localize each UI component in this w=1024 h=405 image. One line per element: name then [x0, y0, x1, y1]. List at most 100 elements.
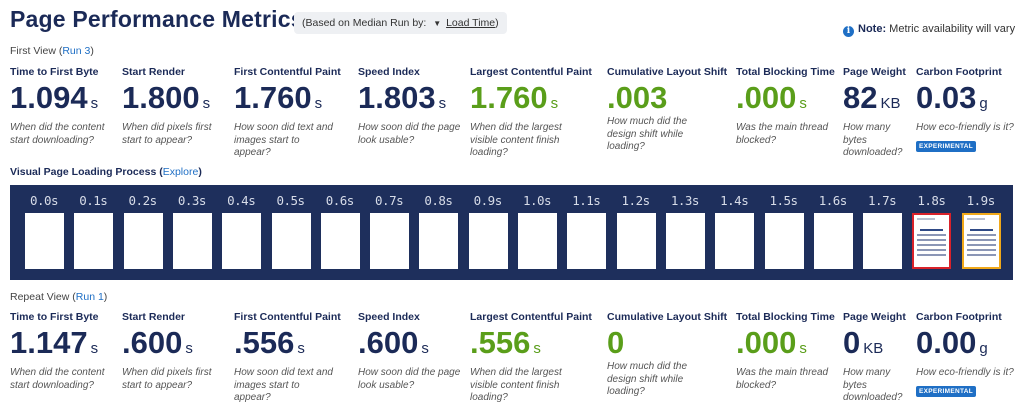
- metric-label: Largest Contentful Paint: [470, 311, 592, 323]
- experimental-badge: EXPERIMENTAL: [916, 385, 977, 397]
- frame-time: 0.4s: [227, 193, 256, 208]
- frame-time: 1.5s: [769, 193, 798, 208]
- filmstrip-frame[interactable]: [370, 213, 410, 269]
- visual-loading-label: Visual Page Loading Process (Explore): [10, 166, 202, 178]
- repeat-view-label: Repeat View (Run 1): [10, 291, 107, 303]
- metric-unit: KB: [880, 95, 901, 112]
- metric-value: 1.094 s: [10, 82, 114, 119]
- metric-time-to-first-byte: Time to First Byte 1.094 s When did the con…: [10, 66, 114, 147]
- metric-description: How many bytes downloaded?: [843, 122, 903, 158]
- metric-number: .600: [122, 325, 183, 360]
- metric-number: .600: [358, 325, 419, 360]
- filmstrip-frame[interactable]: [863, 213, 903, 269]
- metric-largest-contentful-paint: Largest Contentful Paint 1.760 s When did t…: [470, 66, 592, 160]
- frame-time: 1.4s: [720, 193, 749, 208]
- note-label: Note:: [858, 23, 887, 35]
- median-suffix: ): [495, 17, 499, 29]
- metric-value: 0 KB: [843, 327, 906, 364]
- median-prefix: (Based on Median Run by:: [302, 17, 427, 29]
- frame-time: 1.0s: [522, 193, 552, 208]
- filmstrip-frame[interactable]: [715, 213, 755, 269]
- filmstrip-frame[interactable]: [123, 213, 163, 269]
- metric-description: How much did the design shift while load…: [607, 361, 688, 397]
- metric-number: 82: [843, 80, 878, 115]
- metric-value: .000 s: [736, 82, 840, 119]
- metric-description: When did the largest visible content fin…: [470, 122, 562, 158]
- filmstrip-frame[interactable]: [172, 213, 212, 269]
- note-text: Metric availability will vary: [889, 23, 1016, 35]
- metric-unit: s: [90, 340, 99, 357]
- filmstrip-frame[interactable]: [25, 213, 64, 269]
- frame-thumb-line: [917, 239, 947, 241]
- metric-unit: s: [421, 340, 429, 357]
- frame-time: 0.6s: [325, 193, 355, 208]
- filmstrip-frame[interactable]: [813, 213, 853, 269]
- frame-time: 1.6s: [818, 193, 848, 208]
- metric-number: 1.803: [358, 80, 436, 115]
- frame-thumb-line: [966, 249, 996, 251]
- metric-first-contentful-paint: First Contentful Paint 1.760 s How soon did…: [234, 66, 341, 160]
- metric-total-blocking-time: Total Blocking Time .000 s Was the main thr…: [736, 66, 840, 147]
- metric-label: Carbon Footprint: [916, 66, 1002, 78]
- metric-number: .000: [736, 80, 797, 115]
- frame-thumb-line: [917, 244, 947, 246]
- metric-number: .003: [607, 80, 668, 115]
- metric-carbon-footprint: Carbon Footprint 0.00 g How eco-friendly is…: [916, 311, 1016, 398]
- metric-number: 0: [843, 325, 861, 360]
- metric-description: How many bytes downloaded?: [843, 367, 903, 403]
- metric-label: First Contentful Paint: [234, 311, 341, 323]
- filmstrip-frame[interactable]: [616, 213, 656, 269]
- metric-unit: s: [90, 95, 99, 112]
- metric-time-to-first-byte: Time to First Byte 1.147 s When did the con…: [10, 311, 114, 392]
- filmstrip-frame[interactable]: [665, 213, 705, 269]
- metric-value: 1.760 s: [234, 82, 341, 119]
- metric-value: 1.803 s: [358, 82, 462, 119]
- metric-label: Time to First Byte: [10, 66, 99, 78]
- metric-number: 1.760: [470, 80, 548, 115]
- frame-thumb-line: [966, 239, 996, 241]
- metric-number: 0: [607, 325, 625, 360]
- filmstrip-frame[interactable]: [320, 213, 360, 269]
- metric-label: Total Blocking Time: [736, 311, 835, 323]
- metric-number: 1.760: [234, 80, 312, 115]
- metric-unit: s: [550, 95, 559, 112]
- filmstrip-frame[interactable]: [518, 213, 557, 269]
- frame-thumb-line: [966, 244, 996, 246]
- filmstrip-frame[interactable]: [468, 213, 508, 269]
- metric-label: Page Weight: [843, 311, 906, 323]
- filmstrip-frame[interactable]: [419, 213, 459, 269]
- metric-unit: KB: [863, 340, 884, 357]
- frame-time: 0.3s: [177, 193, 207, 208]
- metric-label: First Contentful Paint: [234, 66, 341, 78]
- metric-number: 0.03: [916, 80, 977, 115]
- frame-thumb-line: [917, 234, 947, 236]
- frame-thumb-line: [917, 249, 947, 251]
- first-view-close: ): [90, 45, 94, 57]
- frame-time: 1.8s: [917, 193, 946, 208]
- metric-value: 0.03 g: [916, 82, 1016, 119]
- metric-description: How eco-friendly is it?: [916, 367, 1014, 378]
- explore-link[interactable]: Explore: [162, 166, 199, 178]
- metric-number: 0.00: [916, 325, 977, 360]
- filmstrip-frame[interactable]: [271, 213, 311, 269]
- first-view-run-link[interactable]: Run 3: [62, 45, 91, 57]
- metric-start-render: Start Render 1.800 s When did pixels first …: [122, 66, 226, 147]
- filmstrip-frame[interactable]: [222, 213, 262, 269]
- filmstrip-frame[interactable]: [567, 213, 607, 269]
- metric-unit: s: [533, 340, 541, 357]
- filmstrip-frame[interactable]: [961, 213, 1001, 269]
- frame-time: 0.0s: [29, 193, 59, 208]
- frame-time: 0.8s: [424, 193, 453, 208]
- metric-unit: s: [799, 95, 807, 112]
- filmstrip-frame[interactable]: [912, 213, 952, 269]
- metric-label: Cumulative Layout Shift: [607, 66, 728, 78]
- median-run-selector[interactable]: (Based on Median Run by: ▼ Load Time): [294, 12, 507, 34]
- median-metric-link[interactable]: Load Time: [446, 17, 496, 29]
- metric-unit: s: [297, 340, 305, 357]
- repeat-view-run-link[interactable]: Run 1: [75, 291, 104, 303]
- filmstrip-frame[interactable]: [74, 213, 114, 269]
- filmstrip-frame[interactable]: [764, 213, 804, 269]
- metric-description: When did pixels first start to appear?: [122, 367, 212, 391]
- frame-time: 0.1s: [79, 193, 108, 208]
- frame-thumb-header: [966, 218, 985, 220]
